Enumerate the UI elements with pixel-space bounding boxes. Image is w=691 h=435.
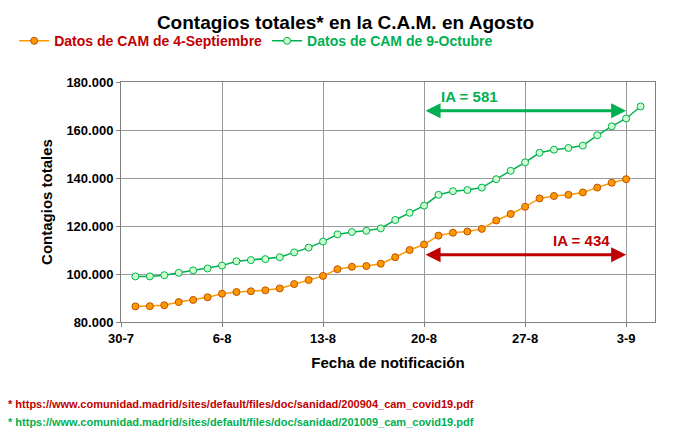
svg-text:80.000: 80.000 (74, 315, 114, 330)
svg-text:Fecha de notificación: Fecha de notificación (311, 354, 464, 371)
svg-text:6-8: 6-8 (213, 331, 232, 346)
svg-text:IA = 434: IA = 434 (553, 232, 610, 249)
svg-text:140.000: 140.000 (66, 171, 113, 186)
svg-text:IA = 581: IA = 581 (441, 88, 498, 105)
svg-text:Contagios totales* en la C.A.M: Contagios totales* en la C.A.M. en Agost… (157, 12, 534, 33)
svg-text:* https://www.comunidad.madrid: * https://www.comunidad.madrid/sites/def… (8, 398, 474, 410)
svg-text:13-8: 13-8 (310, 331, 336, 346)
svg-text:Datos de CAM de 4-Septiembre: Datos de CAM de 4-Septiembre (54, 33, 262, 49)
svg-text:Contagios totales: Contagios totales (38, 139, 55, 265)
svg-text:180.000: 180.000 (66, 75, 113, 90)
svg-text:30-7: 30-7 (108, 331, 134, 346)
svg-text:Datos de CAM de 9-Octubre: Datos de CAM de 9-Octubre (307, 33, 492, 49)
svg-text:120.000: 120.000 (66, 219, 113, 234)
svg-text:100.000: 100.000 (66, 267, 113, 282)
svg-text:160.000: 160.000 (66, 123, 113, 138)
svg-text:3-9: 3-9 (617, 331, 636, 346)
svg-text:* https://www.comunidad.madrid: * https://www.comunidad.madrid/sites/def… (8, 416, 474, 428)
svg-text:20-8: 20-8 (411, 331, 437, 346)
svg-text:27-8: 27-8 (512, 331, 538, 346)
